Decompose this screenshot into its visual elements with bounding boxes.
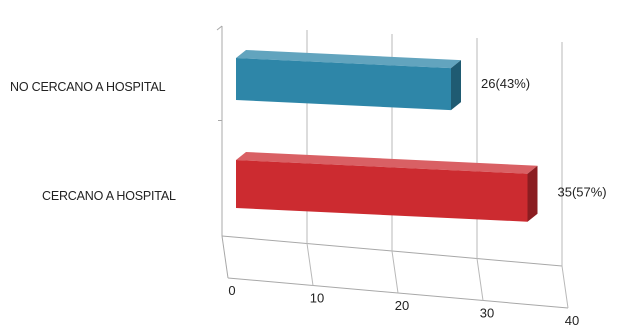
top-corner-tick xyxy=(216,25,223,31)
bar-end-face xyxy=(451,60,461,111)
bars xyxy=(236,50,538,222)
x-tick-label: 30 xyxy=(480,306,494,321)
x-axis-ticks: 0 10 20 30 40 xyxy=(228,283,579,328)
data-labels: 26(43%) 35(57%) xyxy=(481,76,607,200)
gridline xyxy=(476,38,484,301)
data-label: 35(57%) xyxy=(558,185,607,200)
x-tick-label: 40 xyxy=(565,313,579,328)
bar-front-face xyxy=(236,58,451,111)
category-label: CERCANO A HOSPITAL xyxy=(42,189,176,203)
left-depth-line xyxy=(221,235,229,279)
bar-top-face xyxy=(236,152,538,174)
x-tick-label: 20 xyxy=(395,298,409,313)
bar-front-face xyxy=(236,160,528,222)
category-labels: NO CERCANO A HOSPITAL CERCANO A HOSPITAL xyxy=(10,80,176,203)
bar-top-face xyxy=(236,50,461,69)
bar-end-face xyxy=(527,165,538,222)
x-tick-label: 10 xyxy=(310,291,324,306)
x-tick-label: 0 xyxy=(228,283,235,298)
data-label: 26(43%) xyxy=(481,76,530,91)
gridline xyxy=(561,42,569,309)
category-label: NO CERCANO A HOSPITAL xyxy=(10,80,166,94)
